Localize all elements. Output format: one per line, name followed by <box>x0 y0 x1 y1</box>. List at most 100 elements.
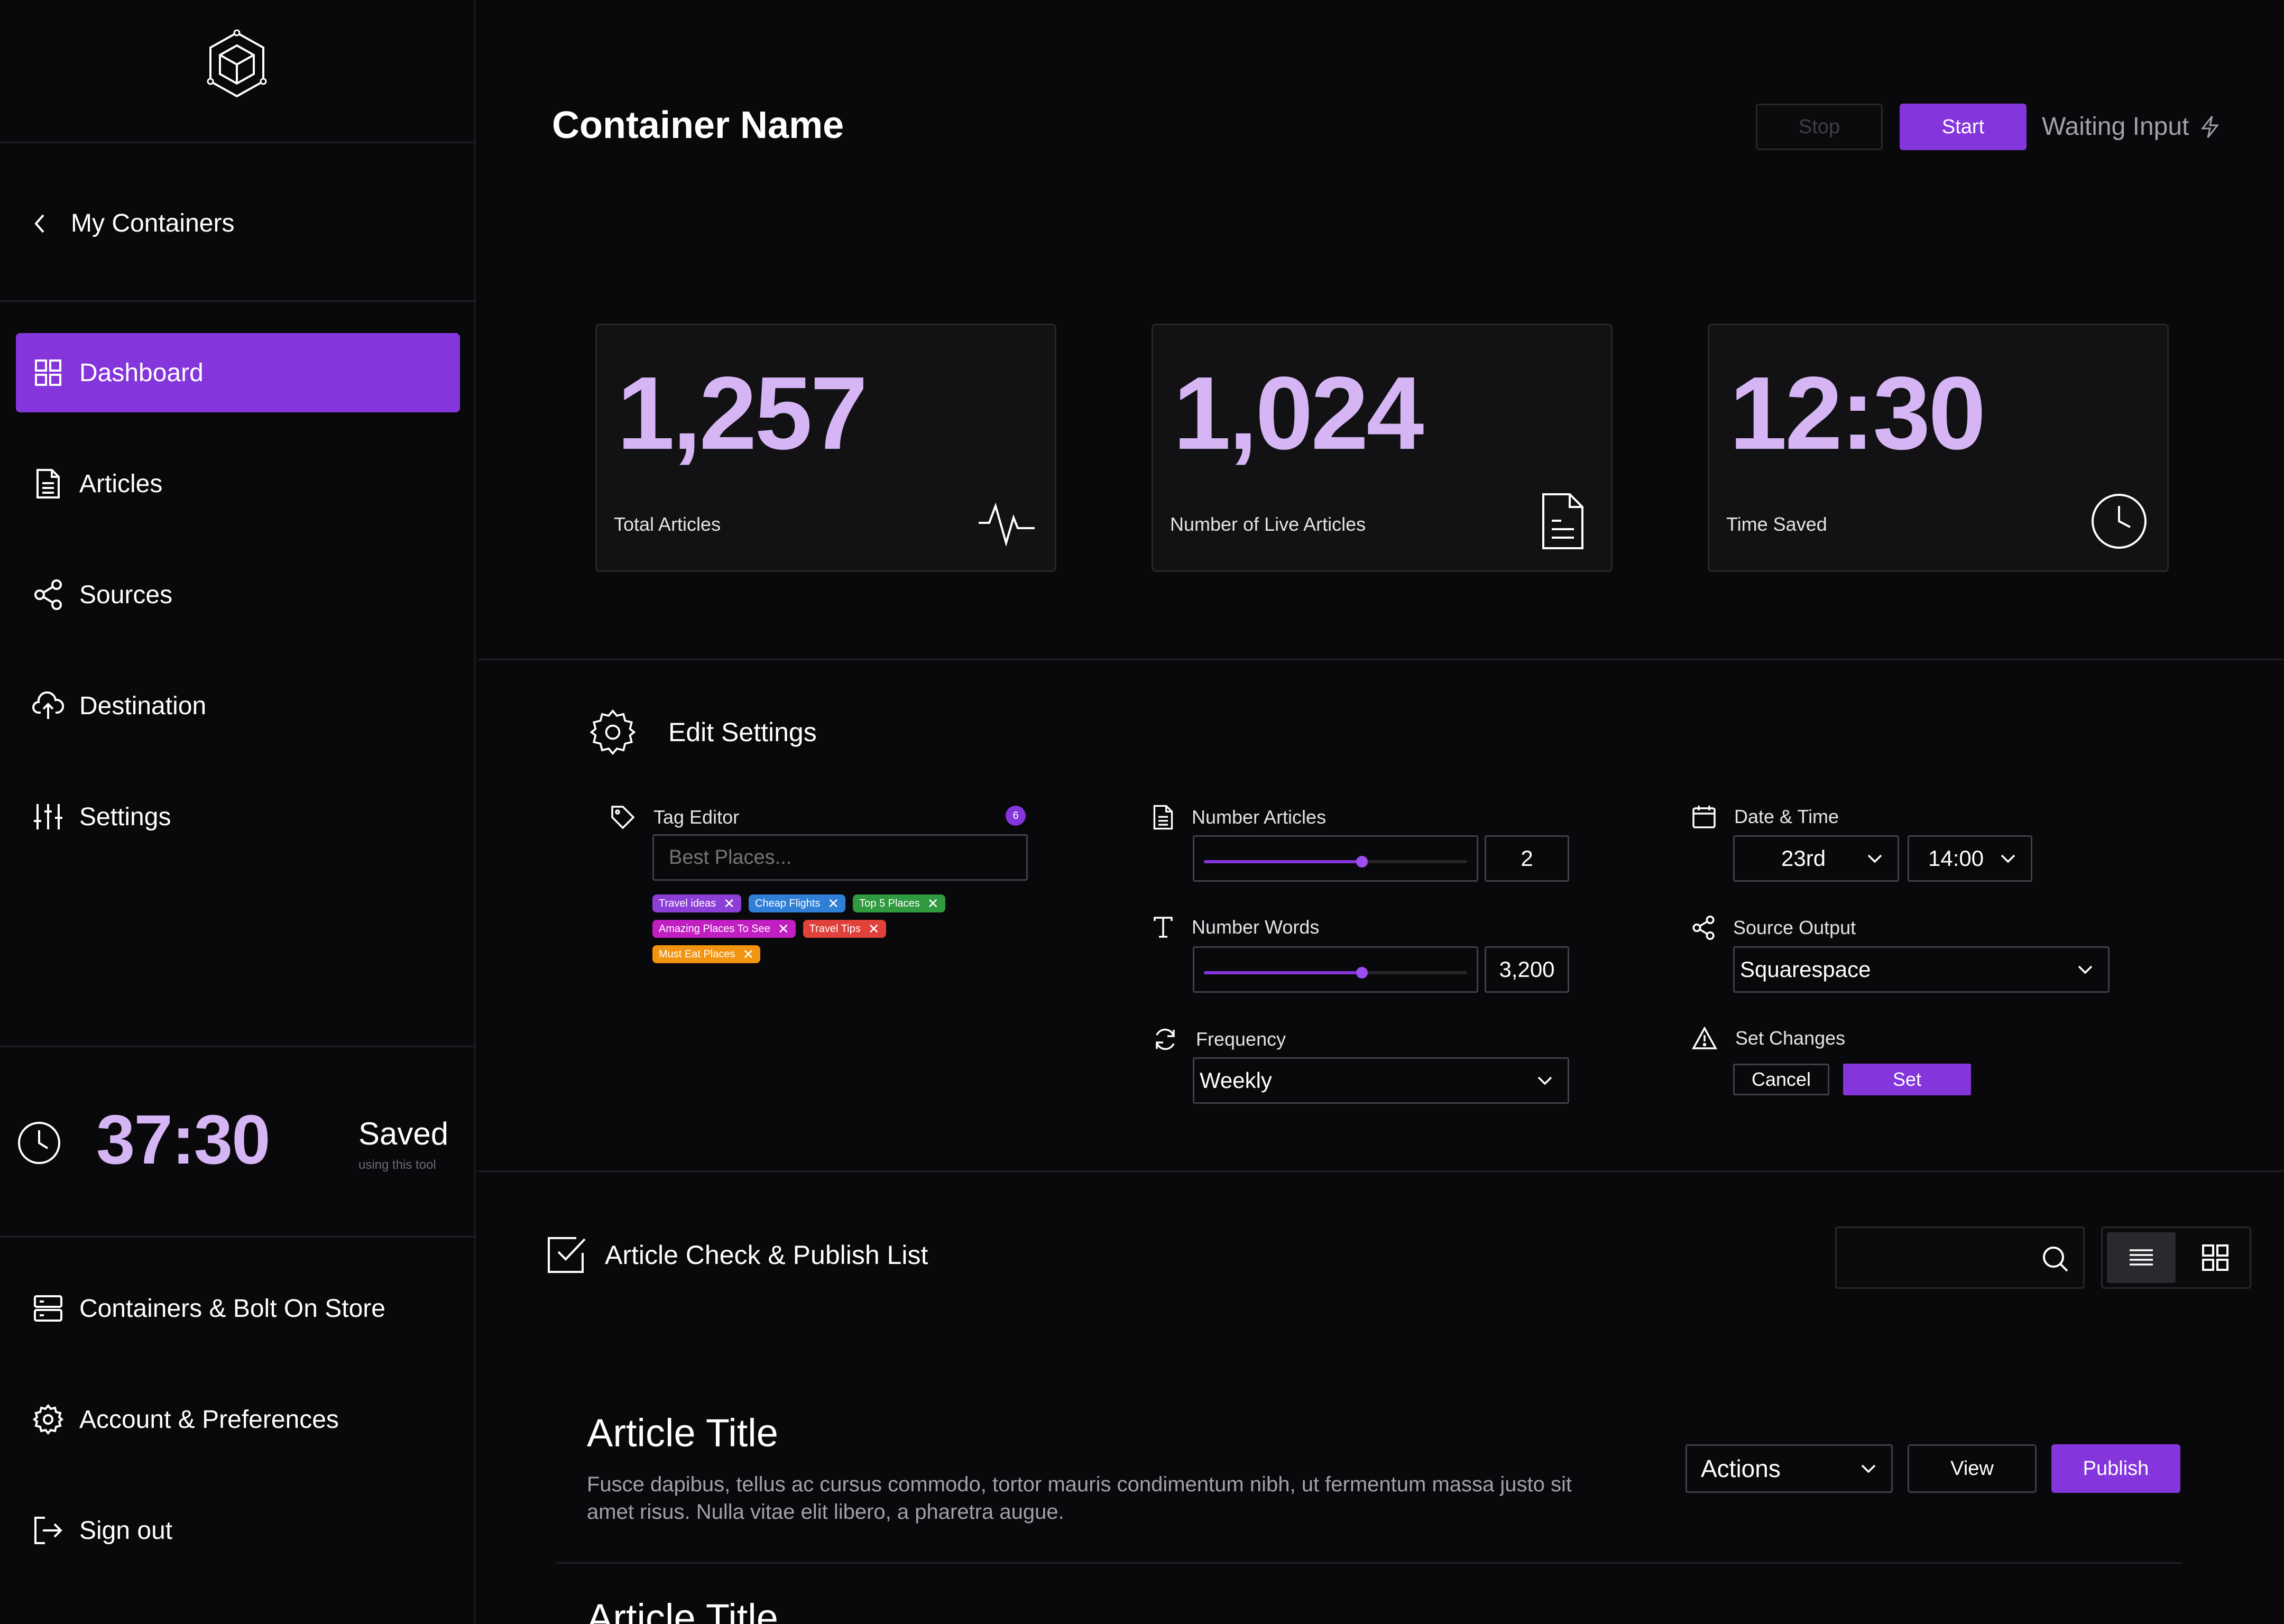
list-icon <box>2130 1249 2153 1266</box>
day-value: 23rd <box>1781 846 1826 871</box>
remove-tag-icon[interactable]: ✕ <box>777 921 789 937</box>
sidebar-item-label: Dashboard <box>79 358 204 387</box>
cancel-button[interactable]: Cancel <box>1733 1064 1829 1095</box>
saved-sublabel: using this tool <box>358 1158 436 1172</box>
cube-logo-icon <box>207 30 267 98</box>
number-articles-input[interactable]: 2 <box>1485 835 1569 882</box>
tag-chip: Amazing Places To See ✕ <box>652 920 796 938</box>
remove-tag-icon[interactable]: ✕ <box>827 896 840 911</box>
grid-icon <box>32 356 65 389</box>
remove-tag-icon[interactable]: ✕ <box>723 896 735 911</box>
number-words-label: Number Words <box>1153 916 1319 939</box>
back-to-my-containers[interactable]: My Containers <box>32 209 234 238</box>
sidebar-item-label: Containers & Bolt On Store <box>79 1294 385 1323</box>
actions-label: Actions <box>1701 1455 1781 1482</box>
article-search[interactable] <box>1835 1226 2085 1289</box>
source-output-text: Source Output <box>1733 917 1856 938</box>
number-words-input[interactable]: 3,200 <box>1485 946 1569 993</box>
chevron-down-icon <box>1861 1464 1876 1473</box>
tag-label: Travel ideas <box>659 897 716 909</box>
time-select[interactable]: 14:00 <box>1908 835 2032 882</box>
edit-settings-header: Edit Settings <box>589 708 817 756</box>
date-time-label: Date & Time <box>1692 805 1839 829</box>
sidebar-item-store[interactable]: Containers & Bolt On Store <box>16 1269 460 1348</box>
saved-label: Saved <box>358 1116 449 1151</box>
article-list-header: Article Check & Publish List <box>547 1236 928 1274</box>
tag-chip: Travel Tips ✕ <box>803 920 886 938</box>
time-value: 14:00 <box>1928 846 1984 871</box>
document-icon <box>32 467 65 500</box>
remove-tag-icon[interactable]: ✕ <box>742 946 754 962</box>
publish-button[interactable]: Publish <box>2051 1444 2180 1493</box>
tag-icon <box>611 806 635 829</box>
tag-list: Travel ideas ✕ Cheap Flights ✕ Top 5 Place… <box>652 894 1033 971</box>
sidebar-item-label: Settings <box>79 802 171 831</box>
sidebar-divider <box>0 142 476 143</box>
frequency-text: Frequency <box>1196 1028 1286 1050</box>
sidebar-item-dashboard[interactable]: Dashboard <box>16 333 460 412</box>
document-icon <box>1153 805 1173 830</box>
lightning-icon <box>2201 115 2219 138</box>
slider-handle[interactable] <box>1356 856 1368 868</box>
slider-fill <box>1204 860 1362 863</box>
search-button[interactable] <box>2038 1241 2073 1276</box>
article-title[interactable]: Article Title <box>587 1411 778 1455</box>
tag-label: Top 5 Places <box>859 897 920 909</box>
sidebar-item-articles[interactable]: Articles <box>16 444 460 523</box>
refresh-icon <box>1156 1028 1175 1050</box>
clock-icon <box>2092 494 2147 549</box>
sliders-icon <box>32 800 65 833</box>
chevron-down-icon <box>1867 854 1882 863</box>
tag-label: Amazing Places To See <box>659 922 770 935</box>
article-divider <box>556 1562 2182 1564</box>
day-select[interactable]: 23rd <box>1733 835 1899 882</box>
chevron-down-icon <box>1537 1076 1552 1085</box>
tag-editor-text: Tag Editor <box>653 806 740 828</box>
tag-label: Must Eat Places <box>659 948 735 960</box>
source-output-select[interactable]: Squarespace <box>1733 946 2110 993</box>
grid-view-button[interactable] <box>2182 1232 2249 1283</box>
status-indicator: Waiting Input <box>2042 112 2221 141</box>
article-list-title: Article Check & Publish List <box>605 1240 928 1270</box>
frequency-select[interactable]: Weekly <box>1193 1057 1569 1104</box>
back-label: My Containers <box>71 209 235 237</box>
stop-button[interactable]: Stop <box>1756 104 1883 150</box>
list-view-button[interactable] <box>2107 1232 2176 1283</box>
slider-handle[interactable] <box>1356 967 1368 979</box>
activity-icon <box>979 502 1035 547</box>
number-articles-slider[interactable] <box>1193 835 1478 882</box>
cloud-upload-icon <box>32 689 65 722</box>
sidebar-item-settings[interactable]: Settings <box>16 777 460 856</box>
article-title[interactable]: Article Title <box>587 1596 778 1624</box>
sidebar-item-sign-out[interactable]: Sign out <box>16 1491 460 1570</box>
number-words-slider[interactable] <box>1193 946 1478 993</box>
sidebar-divider <box>0 1046 476 1047</box>
sidebar-item-destination[interactable]: Destination <box>16 666 460 745</box>
actions-dropdown[interactable]: Actions <box>1686 1444 1893 1493</box>
view-button[interactable]: View <box>1908 1444 2037 1493</box>
page-title: Container Name <box>552 104 844 146</box>
sidebar-item-label: Sources <box>79 580 173 609</box>
sidebar-item-label: Account & Preferences <box>79 1405 339 1434</box>
tag-chip: Cheap Flights ✕ <box>749 894 846 912</box>
document-icon <box>1542 493 1583 549</box>
start-button[interactable]: Start <box>1900 104 2027 150</box>
sidebar-item-sources[interactable]: Sources <box>16 555 460 634</box>
frequency-value: Weekly <box>1200 1068 1272 1093</box>
stat-label: Number of Live Articles <box>1170 513 1366 535</box>
checkbox-icon <box>548 1237 586 1273</box>
saved-time-value: 37:30 <box>96 1101 271 1178</box>
stat-card-live-articles: 1,024 Number of Live Articles <box>1152 324 1613 572</box>
sidebar-divider <box>0 1236 476 1238</box>
sidebar-item-account[interactable]: Account & Preferences <box>16 1380 460 1459</box>
remove-tag-icon[interactable]: ✕ <box>868 921 880 937</box>
stat-value: 1,024 <box>1173 355 1424 471</box>
set-button[interactable]: Set <box>1843 1064 1971 1095</box>
stat-card-time-saved: 12:30 Time Saved <box>1708 324 2169 572</box>
frequency-label: Frequency <box>1153 1027 1286 1052</box>
tag-input[interactable] <box>652 834 1028 881</box>
chevron-left-icon <box>34 214 44 233</box>
remove-tag-icon[interactable]: ✕ <box>927 896 939 911</box>
chevron-down-icon <box>2078 965 2093 974</box>
chevron-down-icon <box>2001 854 2015 863</box>
